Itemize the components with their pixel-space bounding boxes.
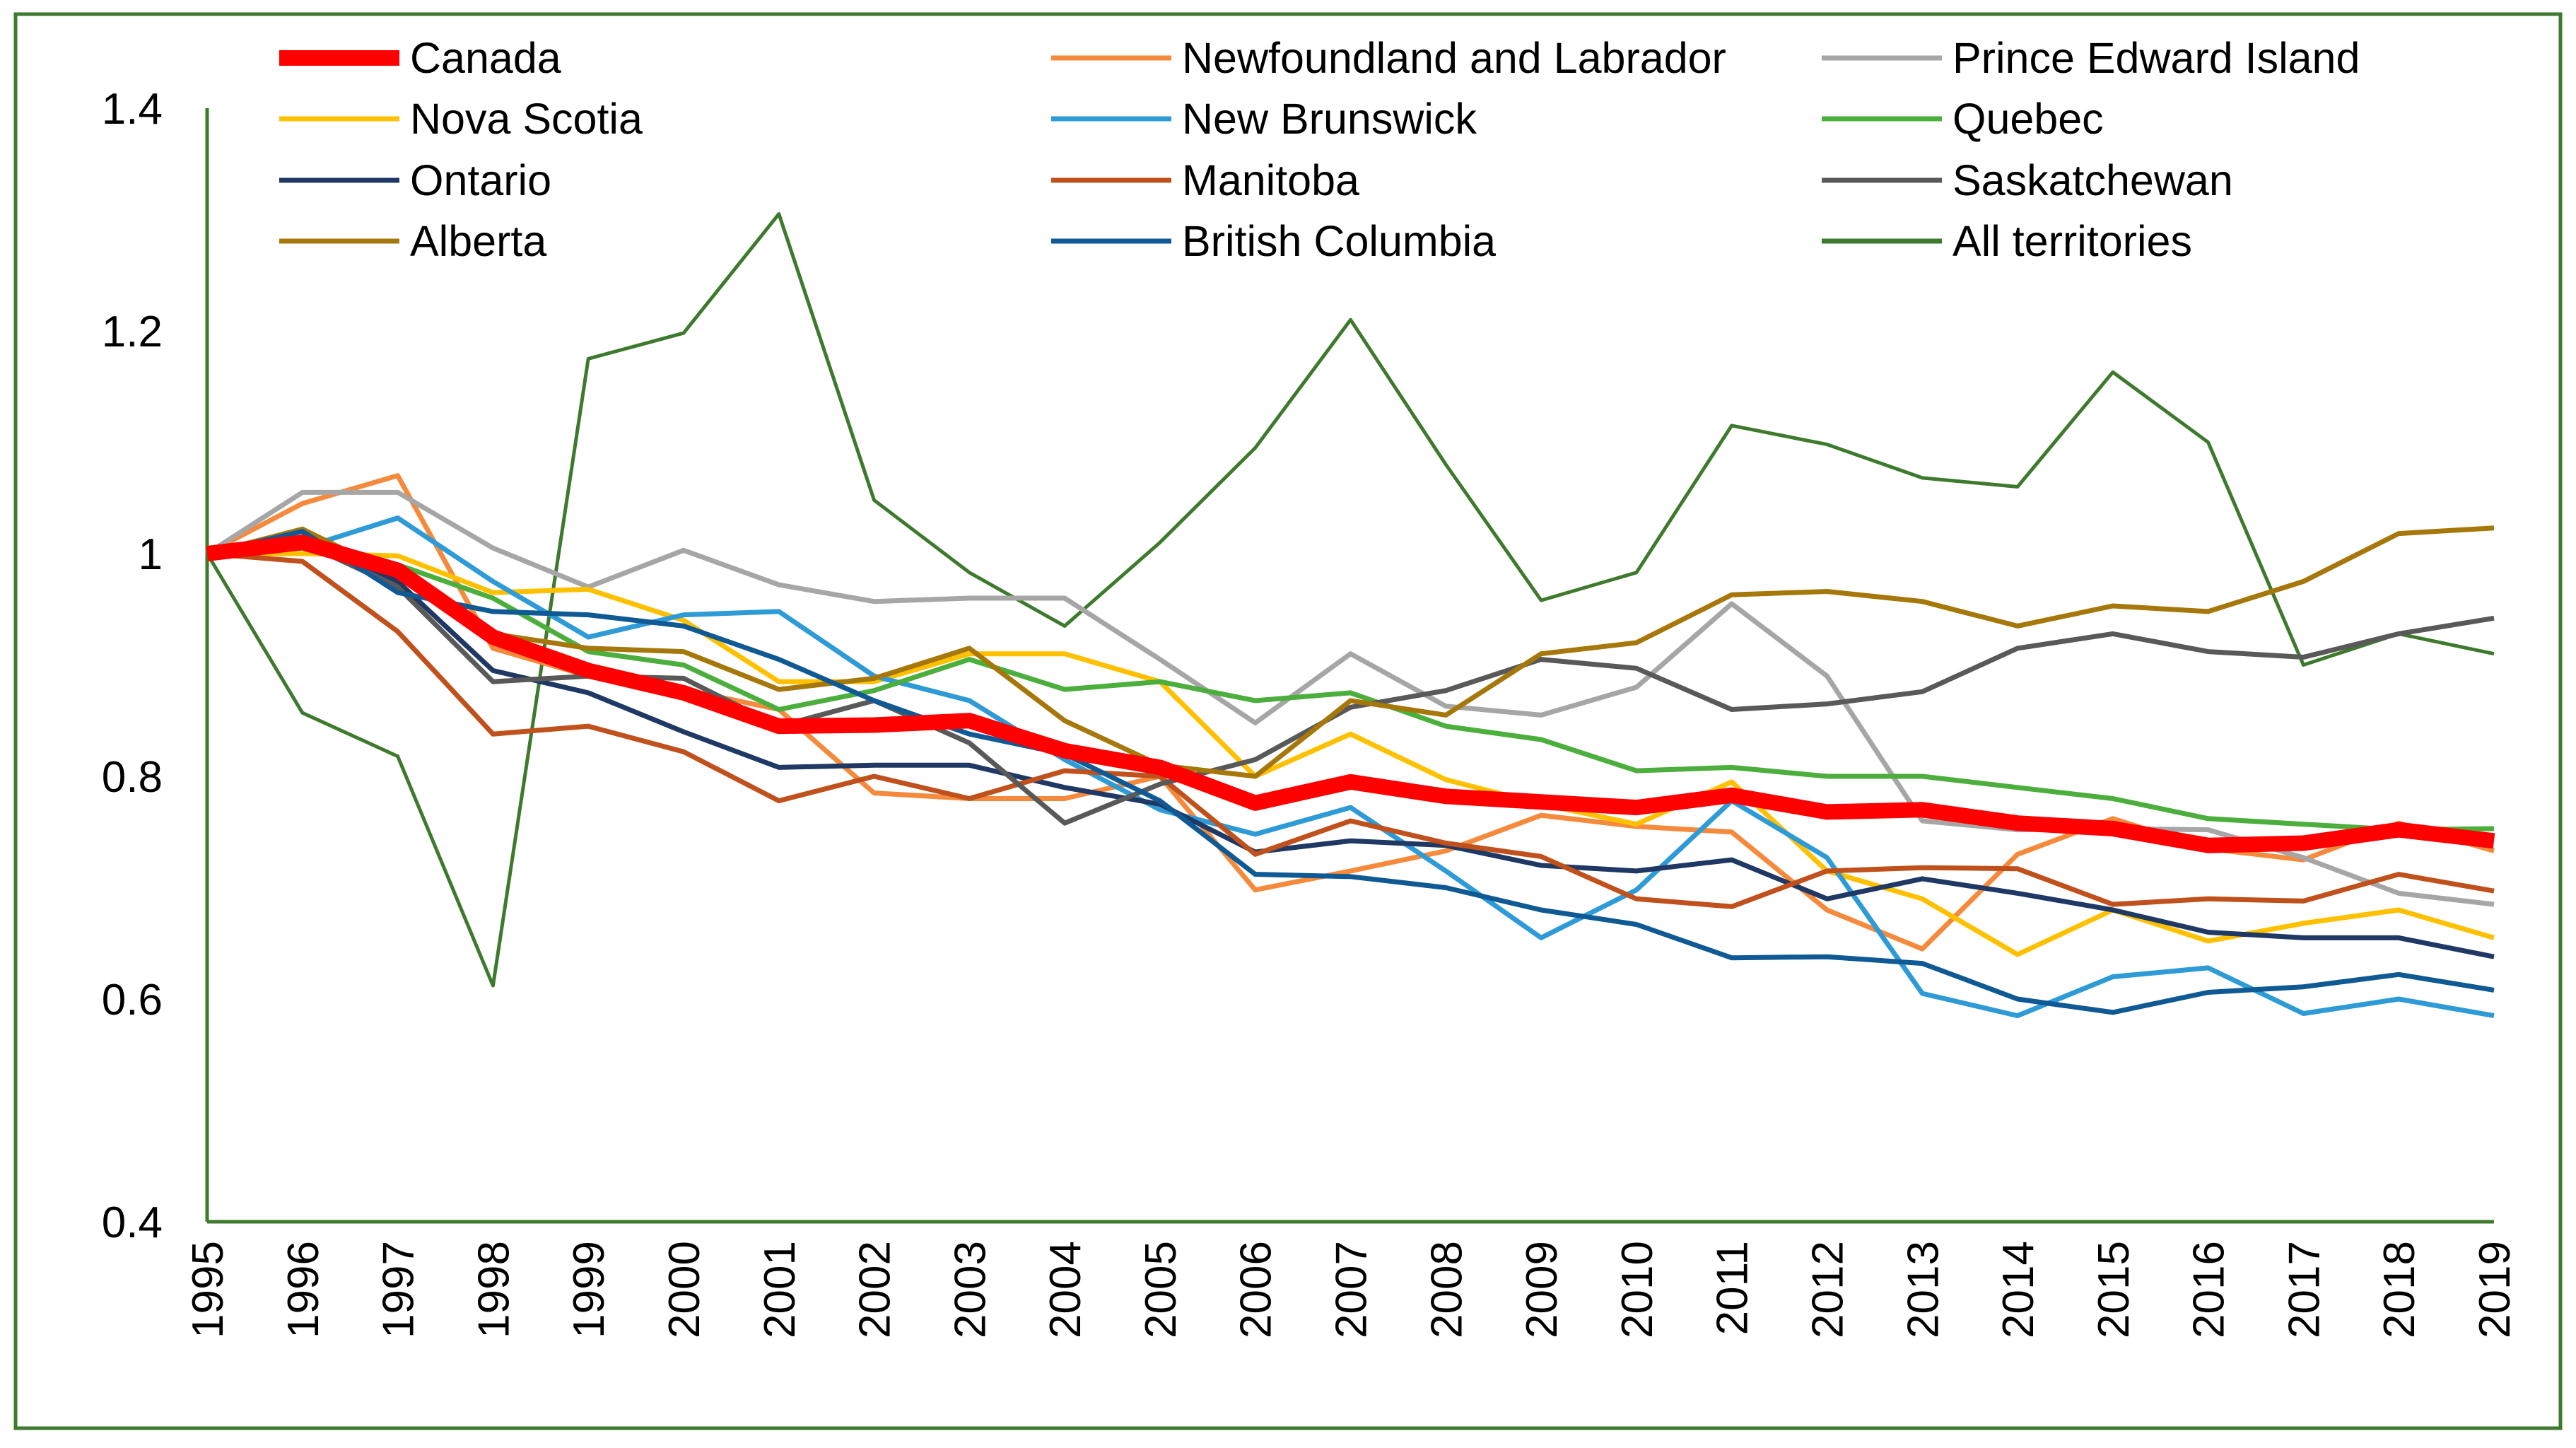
x-tick-label: 2017 xyxy=(2280,1241,2329,1338)
series-line-ontario xyxy=(206,534,2495,959)
x-tick-label: 2011 xyxy=(1709,1241,1757,1335)
x-tick-label: 2009 xyxy=(1518,1241,1567,1338)
x-tick-label: 1997 xyxy=(375,1241,423,1338)
x-tick-label: 2005 xyxy=(1137,1241,1185,1338)
series-line-manitoba xyxy=(206,551,2495,909)
series-line-quebec xyxy=(206,545,2495,833)
series-lines xyxy=(205,212,2495,1019)
x-tick-label: 1995 xyxy=(184,1241,233,1338)
y-tick-label: 0.4 xyxy=(102,1198,163,1247)
x-tick-label: 2016 xyxy=(2185,1241,2234,1338)
legend-item-nova-scotia: Nova Scotia xyxy=(279,95,643,143)
x-tick-label: 2007 xyxy=(1328,1241,1376,1338)
x-tick-label: 1999 xyxy=(565,1241,614,1338)
x-tick-label: 2014 xyxy=(1994,1241,2043,1338)
legend-item-manitoba: Manitoba xyxy=(1051,156,1359,204)
legend-label: Prince Edward Island xyxy=(1953,34,2360,82)
chart-border xyxy=(13,12,2563,1430)
legend-label: Manitoba xyxy=(1182,156,1359,204)
legend-item-newfoundland-and-labrador: Newfoundland and Labrador xyxy=(1051,34,1726,82)
x-tick-label: 2003 xyxy=(946,1241,995,1338)
y-tick-label: 0.6 xyxy=(102,976,163,1024)
x-tick-label: 2015 xyxy=(2090,1241,2138,1338)
axes: 0.4 0.6 0.8 1 1.2 1.4 1995 1996 1997 1998 1999 2000… xyxy=(102,85,2519,1338)
legend-item-quebec: Quebec xyxy=(1822,95,2104,143)
legend-label: Saskatchewan xyxy=(1953,156,2233,204)
x-tick-label: 2008 xyxy=(1422,1241,1471,1338)
legend-item-prince-edward-island: Prince Edward Island xyxy=(1822,34,2360,82)
x-tick-label: 1996 xyxy=(279,1241,328,1338)
x-tick-label: 2013 xyxy=(1899,1241,1948,1338)
legend-item-new-brunswick: New Brunswick xyxy=(1051,95,1477,143)
series-line-alberta xyxy=(206,525,2495,779)
legend-label: Newfoundland and Labrador xyxy=(1182,34,1726,82)
x-tick-label: 2010 xyxy=(1613,1241,1662,1338)
legend-item-ontario: Ontario xyxy=(279,156,551,204)
x-tick-label: 1998 xyxy=(469,1241,518,1338)
legend-label: Ontario xyxy=(410,156,551,204)
legend-label: Alberta xyxy=(410,217,546,265)
y-tick-label: 1.2 xyxy=(102,308,163,356)
x-tick-label: 2000 xyxy=(660,1241,709,1338)
x-tick-label: 2018 xyxy=(2375,1241,2424,1338)
legend-label: British Columbia xyxy=(1182,217,1496,265)
legend-label: All territories xyxy=(1953,217,2192,265)
x-tick-label: 2012 xyxy=(1803,1241,1852,1338)
x-tick-label: 2001 xyxy=(756,1241,804,1338)
series-line-canada xyxy=(206,535,2495,853)
legend-label: Canada xyxy=(410,34,561,82)
x-tick-label: 2004 xyxy=(1041,1241,1090,1338)
y-tick-label: 0.8 xyxy=(102,753,163,802)
y-tick-label: 1.4 xyxy=(102,85,163,134)
legend-item-british-columbia: British Columbia xyxy=(1051,217,1496,265)
legend: Canada Newfoundland and Labrador Prince Ed… xyxy=(279,34,2360,265)
legend-label: Quebec xyxy=(1953,95,2104,143)
series-line-british-columbia xyxy=(206,529,2495,1015)
legend-item-alberta: Alberta xyxy=(279,217,546,265)
legend-item-saskatchewan: Saskatchewan xyxy=(1822,156,2233,204)
legend-item-canada: Canada xyxy=(279,34,561,82)
legend-label: New Brunswick xyxy=(1182,95,1477,143)
y-tick-label: 1 xyxy=(139,530,163,579)
x-tick-label: 2019 xyxy=(2471,1241,2519,1338)
series-line-all-territories xyxy=(205,212,2495,988)
x-tick-label: 2006 xyxy=(1232,1241,1281,1338)
x-tick-label: 2002 xyxy=(851,1241,900,1338)
legend-label: Nova Scotia xyxy=(410,95,643,143)
series-line-new-brunswick xyxy=(206,515,2495,1019)
legend-item-all-territories: All territories xyxy=(1822,217,2192,265)
